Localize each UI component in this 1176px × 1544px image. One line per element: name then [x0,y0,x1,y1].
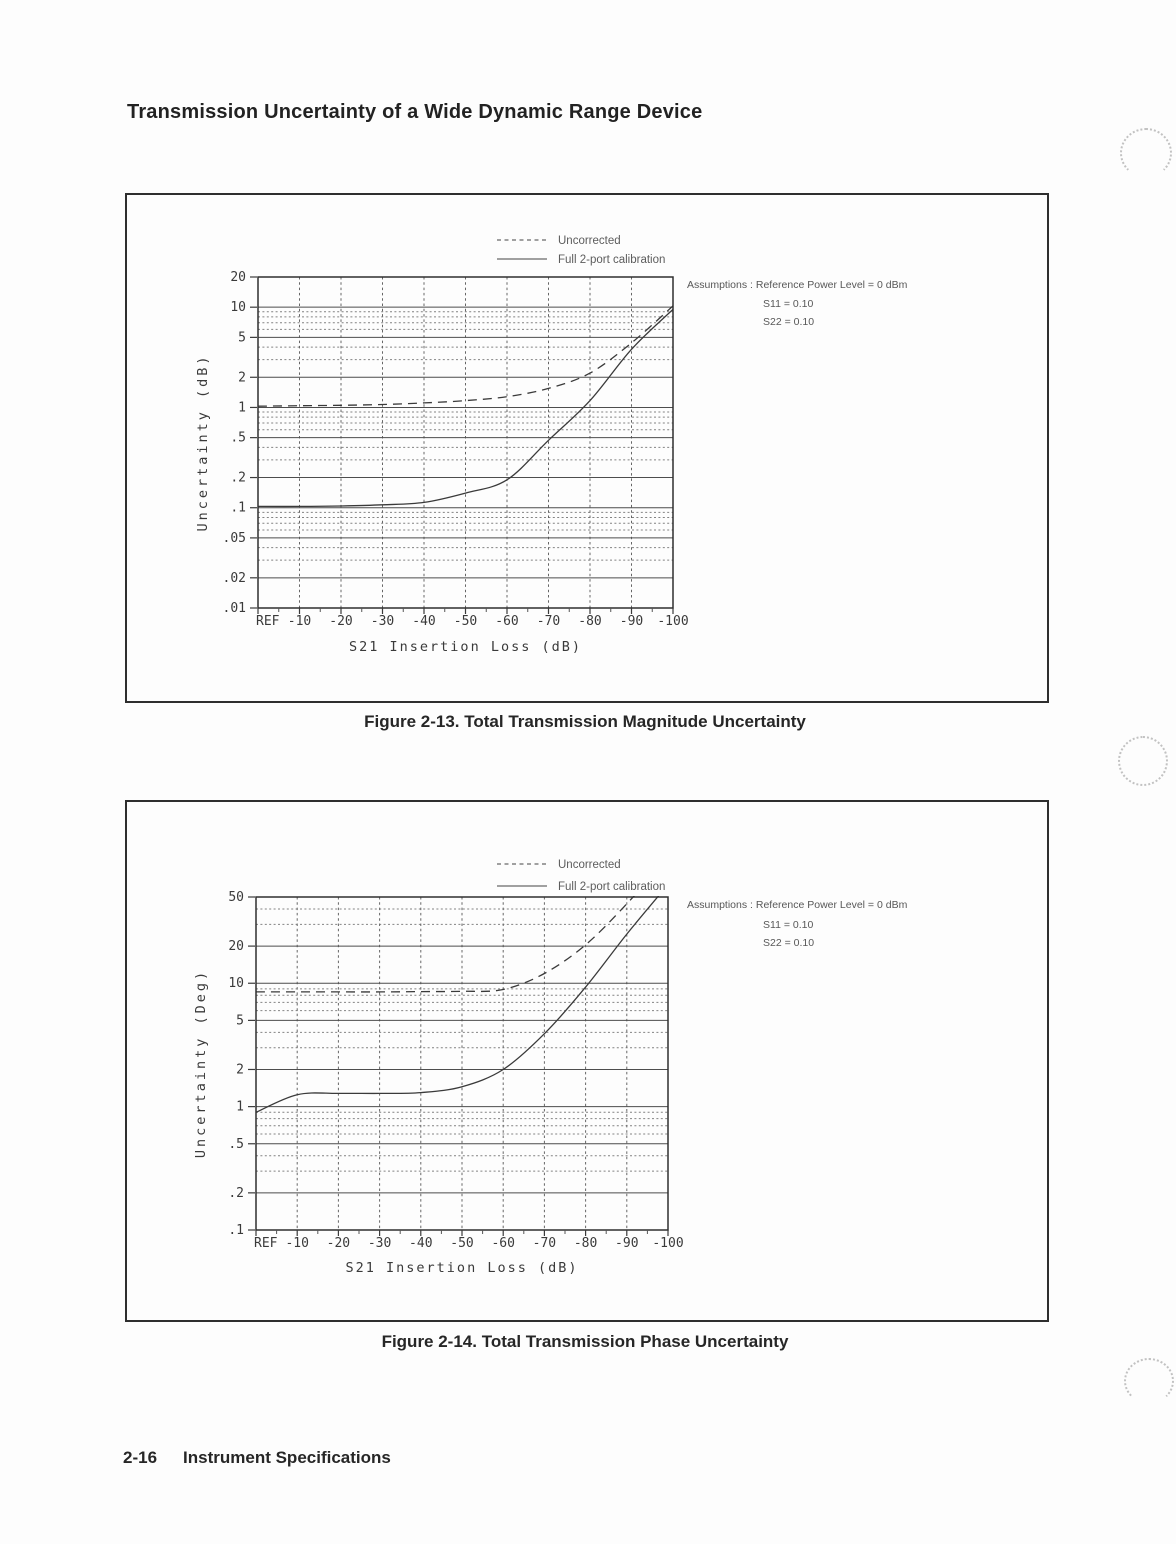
y-axis-label: Uncertainty (dB) [195,353,211,531]
full-2-port-calibration-curve [256,896,660,1113]
assumptions-annotation: Assumptions : Reference Power Level = 0 … [687,899,908,949]
y-tick-label: .02 [223,571,246,586]
legend: Uncorrected Full 2-port calibration [497,859,665,893]
y-tick-label: 50 [228,890,244,905]
y-tick-label: 2 [236,1062,244,1077]
vertical-gridlines [296,897,628,1230]
annotation-line: S11 = 0.10 [763,919,813,931]
y-tick-label: .01 [223,601,246,616]
y-tick-label: .5 [228,1137,244,1152]
punch-hole-artifact [1118,736,1168,786]
annotation-line: S11 = 0.10 [763,298,813,310]
page-title: Transmission Uncertainty of a Wide Dynam… [127,101,703,123]
y-tick-label: .1 [228,1223,244,1238]
y-tick-label: 20 [230,270,246,285]
legend-label: Full 2-port calibration [558,254,665,266]
y-tick-label: 1 [238,400,246,415]
x-tick-label: -30 [371,614,394,629]
major-gridlines [256,945,668,1194]
x-tick-label: -20 [329,614,352,629]
x-axis-label: S21 Insertion Loss (dB) [346,1260,579,1276]
uncorrected-curve [258,305,673,407]
x-tick-label: -40 [409,1236,432,1251]
footer-page-number: 2-16 [123,1448,158,1467]
y-tick-label: 10 [230,300,246,315]
x-axis-ticks: REF -10 -20 -30 -40 -50 -60 -70 -80 -90 -100 [254,1230,684,1251]
y-axis-ticks: 20 10 5 2 1 .5 .2 .1 .05 .02 .01 [223,270,257,616]
y-tick-label: .2 [230,471,246,486]
y-tick-label: 1 [236,1100,244,1115]
y-tick-label: 2 [238,370,246,385]
x-tick-label: -50 [454,614,477,629]
legend-label: Uncorrected [558,235,621,247]
y-tick-label: 10 [228,976,244,991]
figure-2-13-frame: 20 10 5 2 1 .5 .2 .1 .05 .02 .01 REF -10 -20 -30 -40 -50… [125,193,1049,703]
punch-hole-artifact [1124,1358,1174,1404]
vertical-gridlines [299,277,632,608]
y-axis-ticks: 50 20 10 5 2 1 .5 .2 .1 [228,890,255,1238]
x-tick-label: -70 [533,1236,556,1251]
punch-hole-artifact [1120,128,1172,178]
y-tick-label: 5 [238,330,246,345]
x-tick-label: -30 [368,1236,391,1251]
figure-2-14-frame: 50 20 10 5 2 1 .5 .2 .1 REF -10 -20 -30 -40 -50 -60 -70 -… [125,800,1049,1322]
y-tick-label: .05 [223,531,246,546]
data-curves [256,896,660,1113]
y-tick-label: .1 [230,501,246,516]
legend-label: Full 2-port calibration [558,881,665,893]
y-tick-label: 5 [236,1013,244,1028]
major-gridlines [258,306,673,579]
x-tick-label: -60 [491,1236,514,1251]
x-tick-label: -90 [615,1236,638,1251]
page-footer: 2-16 Instrument Specifications [123,1448,391,1468]
x-tick-label: -50 [450,1236,473,1251]
x-tick-label: -20 [327,1236,350,1251]
data-curves [258,305,673,508]
x-tick-label: REF [256,614,280,629]
legend: Uncorrected Full 2-port calibration [497,235,665,266]
x-tick-label: -80 [574,1236,597,1251]
x-tick-label: -60 [495,614,518,629]
x-tick-label: -100 [657,614,688,629]
minor-gridlines [256,908,668,1172]
legend-label: Uncorrected [558,859,621,871]
annotation-line: S22 = 0.10 [763,316,814,328]
annotation-line: Assumptions : Reference Power Level = 0 … [687,279,908,291]
x-axis-ticks: REF -10 -20 -30 -40 -50 -60 -70 -80 -90 -100 [256,608,689,629]
x-tick-label: REF [254,1236,278,1251]
x-axis-label: S21 Insertion Loss (dB) [349,639,582,655]
footer-section-label: Instrument Specifications [183,1448,391,1467]
figure-2-14-caption: Figure 2-14. Total Transmission Phase Un… [381,1332,789,1351]
y-tick-label: .2 [228,1186,244,1201]
y-axis-label: Uncertainty (Deg) [193,969,209,1158]
x-tick-label: -70 [537,614,560,629]
assumptions-annotation: Assumptions : Reference Power Level = 0 … [687,279,908,328]
full-2-port-calibration-curve [258,308,673,508]
x-tick-label: -90 [620,614,643,629]
figure-2-13-caption: Figure 2-13. Total Transmission Magnitud… [364,712,806,731]
x-tick-label: -100 [652,1236,683,1251]
phase-uncertainty-chart: 50 20 10 5 2 1 .5 .2 .1 REF -10 -20 -30 -40 -50 -60 -70 -… [193,859,908,1276]
y-tick-label: .5 [230,431,246,446]
x-tick-label: -80 [578,614,601,629]
annotation-line: S22 = 0.10 [763,937,814,949]
annotation-line: Assumptions : Reference Power Level = 0 … [687,899,908,911]
magnitude-uncertainty-chart: 20 10 5 2 1 .5 .2 .1 .05 .02 .01 REF -10 -20 -30 -40 -50… [195,235,908,655]
x-tick-label: -40 [412,614,435,629]
x-tick-label: -10 [285,1236,308,1251]
y-tick-label: 20 [228,939,244,954]
x-tick-label: -10 [288,614,311,629]
